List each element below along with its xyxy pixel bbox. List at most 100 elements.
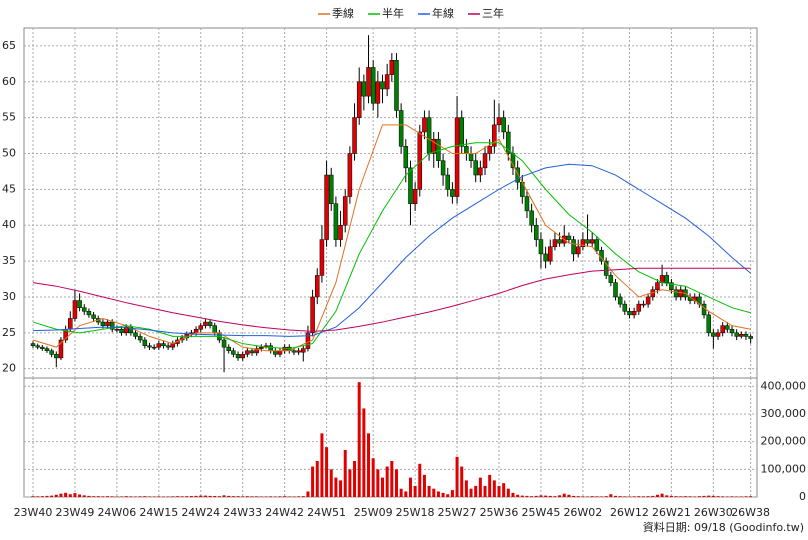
volume-bar [171, 496, 175, 497]
candle-body [641, 303, 646, 306]
candle-body [725, 325, 730, 330]
volume-bar [161, 496, 165, 497]
candle-body [370, 67, 376, 104]
volume-bar [185, 496, 189, 497]
volume-bar [175, 496, 179, 497]
volume-bar [548, 495, 552, 497]
volume-bar [492, 480, 496, 497]
candle-body [128, 326, 134, 334]
candle-body [82, 307, 87, 312]
candle-body [450, 189, 455, 197]
volume-bar [101, 496, 105, 497]
candle-body [482, 153, 488, 169]
volume-bar [348, 469, 352, 497]
volume-bar [59, 493, 63, 497]
candle-body [706, 314, 711, 334]
candle-body [492, 124, 497, 147]
candle-body [589, 239, 595, 244]
candle-body [566, 235, 572, 240]
candle-body [515, 167, 520, 183]
volume-bar [418, 463, 422, 497]
candle-body [193, 328, 199, 334]
x-tick-label: 26W02 [563, 506, 602, 519]
x-tick-label: 23W49 [56, 506, 95, 519]
candle-body [715, 332, 721, 337]
candle-body [254, 348, 259, 354]
volume-bar [301, 496, 305, 497]
x-tick-label: 24W33 [223, 506, 262, 519]
volume-bar [371, 458, 375, 497]
candle-body [501, 117, 506, 133]
candle-body [361, 81, 367, 97]
volume-bar [362, 408, 366, 497]
volume-bar [166, 496, 170, 497]
candle-body [538, 239, 544, 255]
ma-line [32, 163, 751, 337]
volume-bar [292, 496, 296, 497]
x-tick-label: 24W15 [139, 506, 178, 519]
legend-label: 半年 [382, 6, 404, 20]
candle-body [342, 196, 348, 226]
candle-body [594, 239, 600, 251]
candle-body [151, 346, 157, 349]
volume-bar [702, 495, 706, 497]
candle-body [114, 328, 120, 331]
volume-bar [245, 496, 249, 497]
volume-bar [586, 496, 590, 497]
volume-bar [665, 495, 669, 497]
candle-body [44, 348, 50, 351]
volume-bar [311, 466, 315, 497]
candle-body [543, 253, 548, 262]
volume-bar [129, 496, 133, 497]
volume-bar [553, 496, 557, 497]
marks [30, 35, 753, 497]
candle-body [338, 224, 343, 240]
candle-body [105, 321, 110, 326]
candle-body [571, 239, 576, 255]
candle-body [54, 354, 59, 359]
volume-bar [50, 495, 54, 497]
volume-bar [320, 433, 324, 497]
y-tick-label: 20 [2, 362, 16, 375]
candle-body [673, 289, 679, 298]
candle-body [40, 346, 45, 349]
legend-label: 年線 [432, 6, 454, 20]
candle-body [548, 246, 553, 262]
candle-body [552, 239, 558, 247]
legend: 季線 半年 年線 三年 [318, 6, 504, 20]
x-tick-label: 24W06 [97, 506, 136, 519]
candle-body [137, 336, 143, 341]
candle-body [203, 321, 208, 326]
y2-tick-label: 400,000 [761, 379, 807, 392]
volume-bar [134, 496, 138, 497]
candle-body [100, 321, 106, 326]
volume-bar [618, 496, 622, 497]
candle-body [617, 296, 623, 305]
candle-body [580, 239, 586, 247]
volume-bar [399, 488, 403, 497]
volume-bar [539, 495, 543, 497]
candle-body [622, 303, 628, 312]
candle-body [664, 275, 670, 283]
volume-bar [516, 494, 520, 497]
x-tick-label: 26W38 [731, 506, 770, 519]
volume-bar [688, 496, 692, 497]
volume-bar [660, 493, 664, 497]
volume-bar [394, 469, 398, 497]
volume-bar [269, 496, 273, 497]
volume-bar [511, 492, 515, 497]
candle-body [268, 345, 273, 351]
y-tick-label: 40 [2, 218, 16, 231]
volume-bar [31, 496, 35, 497]
volume-bar [432, 488, 436, 497]
x-tick-label: 26W30 [694, 506, 733, 519]
volume-bar [189, 496, 193, 497]
volume-bar [450, 490, 454, 497]
volume-bar [45, 495, 49, 497]
volume-bar [562, 493, 566, 497]
volume-bar [334, 477, 338, 497]
candle-body [72, 300, 78, 319]
volume-bar [222, 495, 226, 497]
candle-body [734, 332, 739, 337]
candle-body [575, 246, 581, 255]
